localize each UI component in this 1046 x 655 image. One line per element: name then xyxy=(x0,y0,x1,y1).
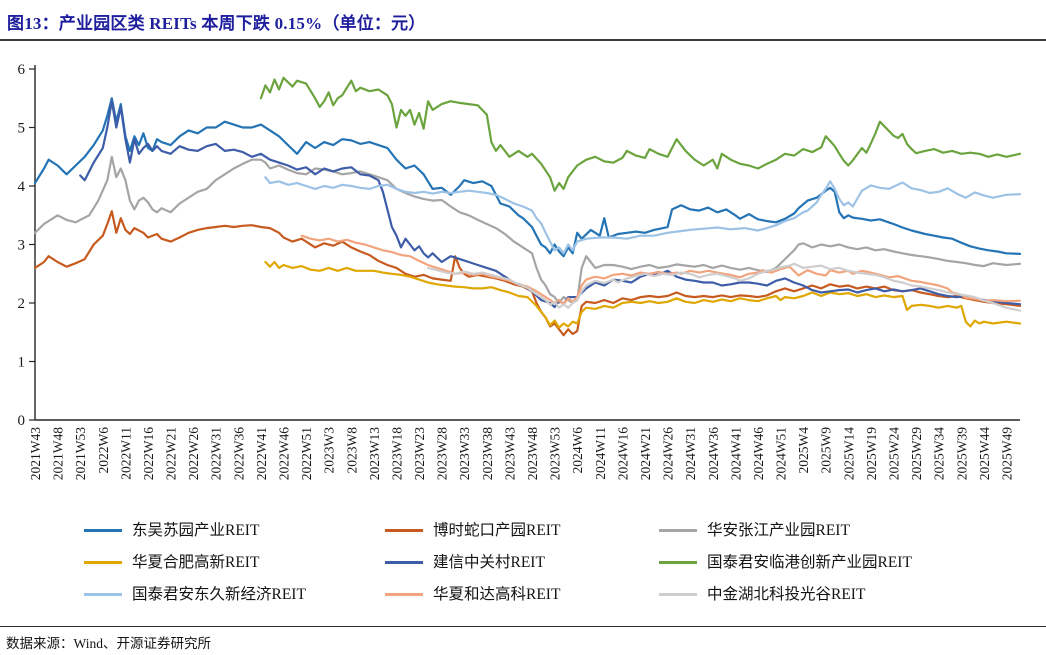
x-tick-label: 2024W41 xyxy=(728,427,743,480)
legend-item-2: 博时蛇口产园REIT xyxy=(385,521,659,540)
legend-item-8: 华夏和达高科REIT xyxy=(385,585,659,604)
x-tick-label: 2025W19 xyxy=(864,427,879,480)
series-line-8 xyxy=(300,234,1022,306)
x-tick-label: 2022W26 xyxy=(186,427,201,480)
legend-label: 国泰君安临港创新产业园REIT xyxy=(707,554,912,571)
x-tick-label: 2025W44 xyxy=(977,427,992,480)
x-tick-label: 2024W51 xyxy=(774,427,789,480)
legend-item-3: 华安张江产业园REIT xyxy=(659,521,912,540)
legend-label: 华夏合肥高新REIT xyxy=(132,554,260,571)
y-tick-label: 5 xyxy=(18,121,26,137)
y-tick-label: 4 xyxy=(18,179,26,195)
x-tick-label: 2025W29 xyxy=(909,427,924,480)
legend-swatch xyxy=(385,592,423,597)
x-tick-label: 2022W11 xyxy=(118,427,133,480)
x-tick-label: 2025W4 xyxy=(796,427,811,474)
x-tick-label: 2025W9 xyxy=(819,427,834,474)
chart-legend: 东吴苏园产业REIT 博时蛇口产园REIT 华安张江产业园REIT 华夏合肥高新REI… xyxy=(84,521,912,604)
x-tick-label: 2021W48 xyxy=(51,427,66,480)
series-line-7 xyxy=(264,176,1022,255)
x-tick-label: 2023W23 xyxy=(412,427,427,480)
series-line-6 xyxy=(259,76,1022,192)
x-tick-label: 2024W6 xyxy=(570,427,585,474)
series-line-2 xyxy=(33,210,1022,337)
legend-label: 中金湖北科投光谷REIT xyxy=(707,586,866,603)
x-tick-label: 2022W21 xyxy=(164,427,179,480)
series-line-3 xyxy=(33,155,1022,305)
legend-swatch xyxy=(659,592,697,597)
x-tick-label: 2023W3 xyxy=(322,427,337,474)
legend-item-5: 建信中关村REIT xyxy=(385,553,659,572)
y-tick-label: 0 xyxy=(18,413,26,429)
series-line-5 xyxy=(79,100,1022,309)
legend-item-7: 国泰君安东久新经济REIT xyxy=(84,585,385,604)
reits-line-chart: 0 1 2 3 4 5 6 2021W43 2021W48 2021W53 2022W6 2022W1… xyxy=(18,62,1022,480)
x-tick-label: 2023W43 xyxy=(502,427,517,480)
y-tick-label: 6 xyxy=(18,62,26,78)
x-tick-label: 2022W46 xyxy=(277,427,292,480)
x-tick-label: 2022W16 xyxy=(141,427,156,480)
title-rule xyxy=(0,39,1046,41)
footer-rule xyxy=(0,626,1046,628)
legend-item-1: 东吴苏园产业REIT xyxy=(84,521,385,540)
x-tick-label: 2023W28 xyxy=(435,427,450,480)
series-line-4 xyxy=(264,260,1022,329)
data-source-note: 数据来源：Wind、开源证券研究所 xyxy=(6,636,211,651)
x-tick-label: 2022W31 xyxy=(209,427,224,480)
x-tick-label: 2023W38 xyxy=(480,427,495,480)
x-tick-label: 2024W31 xyxy=(683,427,698,480)
legend-label: 博时蛇口产园REIT xyxy=(433,522,561,539)
legend-swatch xyxy=(84,592,122,597)
x-tick-label: 2022W6 xyxy=(96,427,111,474)
x-tick-label: 2024W46 xyxy=(751,427,766,480)
x-tick-label: 2025W34 xyxy=(932,427,947,480)
legend-swatch xyxy=(385,528,423,533)
x-tick-label: 2023W33 xyxy=(457,427,472,480)
legend-swatch xyxy=(659,528,697,533)
x-tick-label: 2023W8 xyxy=(344,427,359,474)
x-tick-label: 2024W11 xyxy=(593,427,608,480)
x-tick-label: 2025W49 xyxy=(999,427,1014,480)
legend-label: 华安张江产业园REIT xyxy=(707,522,850,539)
series-line-9 xyxy=(427,262,1022,312)
x-tick-label: 2024W36 xyxy=(706,427,721,480)
y-tick-label: 2 xyxy=(18,296,26,312)
legend-label: 建信中关村REIT xyxy=(433,554,545,571)
legend-label: 东吴苏园产业REIT xyxy=(132,522,260,539)
legend-swatch xyxy=(659,560,697,565)
series-line-1 xyxy=(33,97,1022,258)
x-tick-label: 2023W48 xyxy=(525,427,540,480)
x-tick-label: 2023W13 xyxy=(367,427,382,480)
legend-item-6: 国泰君安临港创新产业园REIT xyxy=(659,553,912,572)
x-tick-label: 2022W51 xyxy=(299,427,314,480)
legend-swatch xyxy=(84,528,122,533)
legend-swatch xyxy=(84,560,122,565)
legend-swatch xyxy=(385,560,423,565)
legend-item-4: 华夏合肥高新REIT xyxy=(84,553,385,572)
x-tick-label: 2025W24 xyxy=(886,427,901,480)
x-tick-label: 2025W14 xyxy=(841,427,856,480)
x-tick-label: 2021W53 xyxy=(73,427,88,480)
y-tick-label: 1 xyxy=(18,355,26,371)
x-tick-label: 2023W18 xyxy=(389,427,404,480)
legend-item-9: 中金湖北科投光谷REIT xyxy=(659,585,912,604)
x-tick-label: 2025W39 xyxy=(954,427,969,480)
y-tick-label: 3 xyxy=(18,238,26,254)
x-tick-label: 2022W36 xyxy=(231,427,246,480)
legend-label: 国泰君安东久新经济REIT xyxy=(132,586,306,603)
x-tick-label: 2024W21 xyxy=(638,427,653,480)
legend-label: 华夏和达高科REIT xyxy=(433,586,561,603)
x-tick-label: 2021W43 xyxy=(28,427,43,480)
x-tick-label: 2024W26 xyxy=(661,427,676,480)
figure-title: 图13：产业园区类 REITs 本周下跌 0.15%（单位：元） xyxy=(7,14,426,33)
x-tick-label: 2024W16 xyxy=(615,427,630,480)
x-tick-label: 2023W53 xyxy=(548,427,563,480)
x-tick-label: 2022W41 xyxy=(254,427,269,480)
